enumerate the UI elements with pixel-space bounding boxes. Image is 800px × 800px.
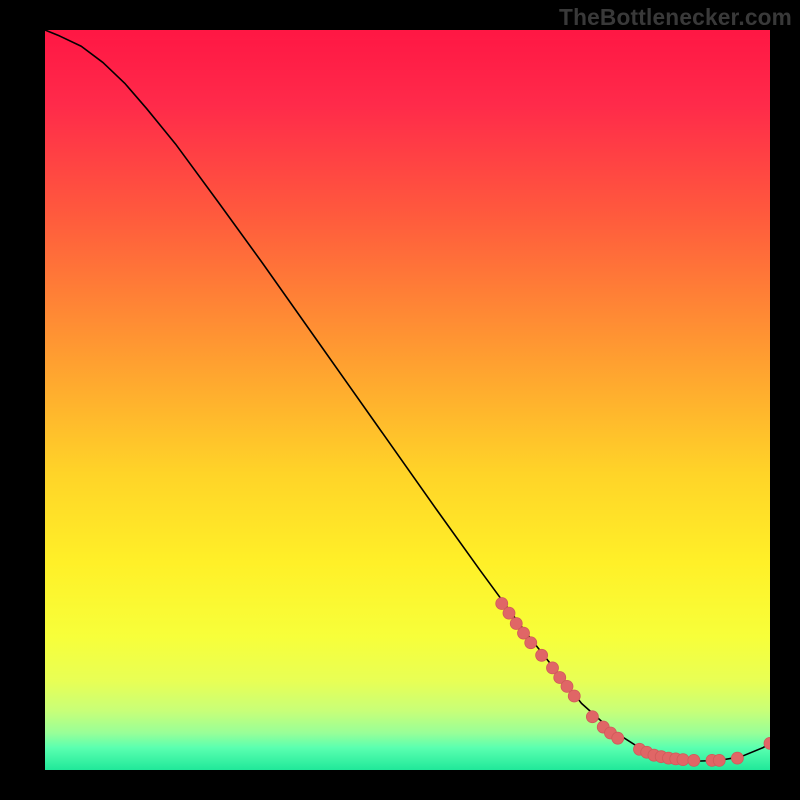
data-marker: [503, 607, 515, 619]
data-markers-group: [496, 598, 770, 767]
data-marker: [612, 732, 624, 744]
data-marker: [568, 690, 580, 702]
data-marker: [536, 649, 548, 661]
watermark-text: TheBottlenecker.com: [559, 4, 792, 31]
data-marker: [677, 754, 689, 766]
chart-container: TheBottlenecker.com: [0, 0, 800, 800]
data-marker: [525, 637, 537, 649]
data-marker: [731, 752, 743, 764]
data-marker: [688, 754, 700, 766]
bottleneck-curve: [45, 30, 770, 761]
data-marker: [764, 737, 770, 749]
data-marker: [713, 754, 725, 766]
plot-svg-overlay: [45, 30, 770, 770]
plot-area: [45, 30, 770, 770]
data-marker: [586, 711, 598, 723]
